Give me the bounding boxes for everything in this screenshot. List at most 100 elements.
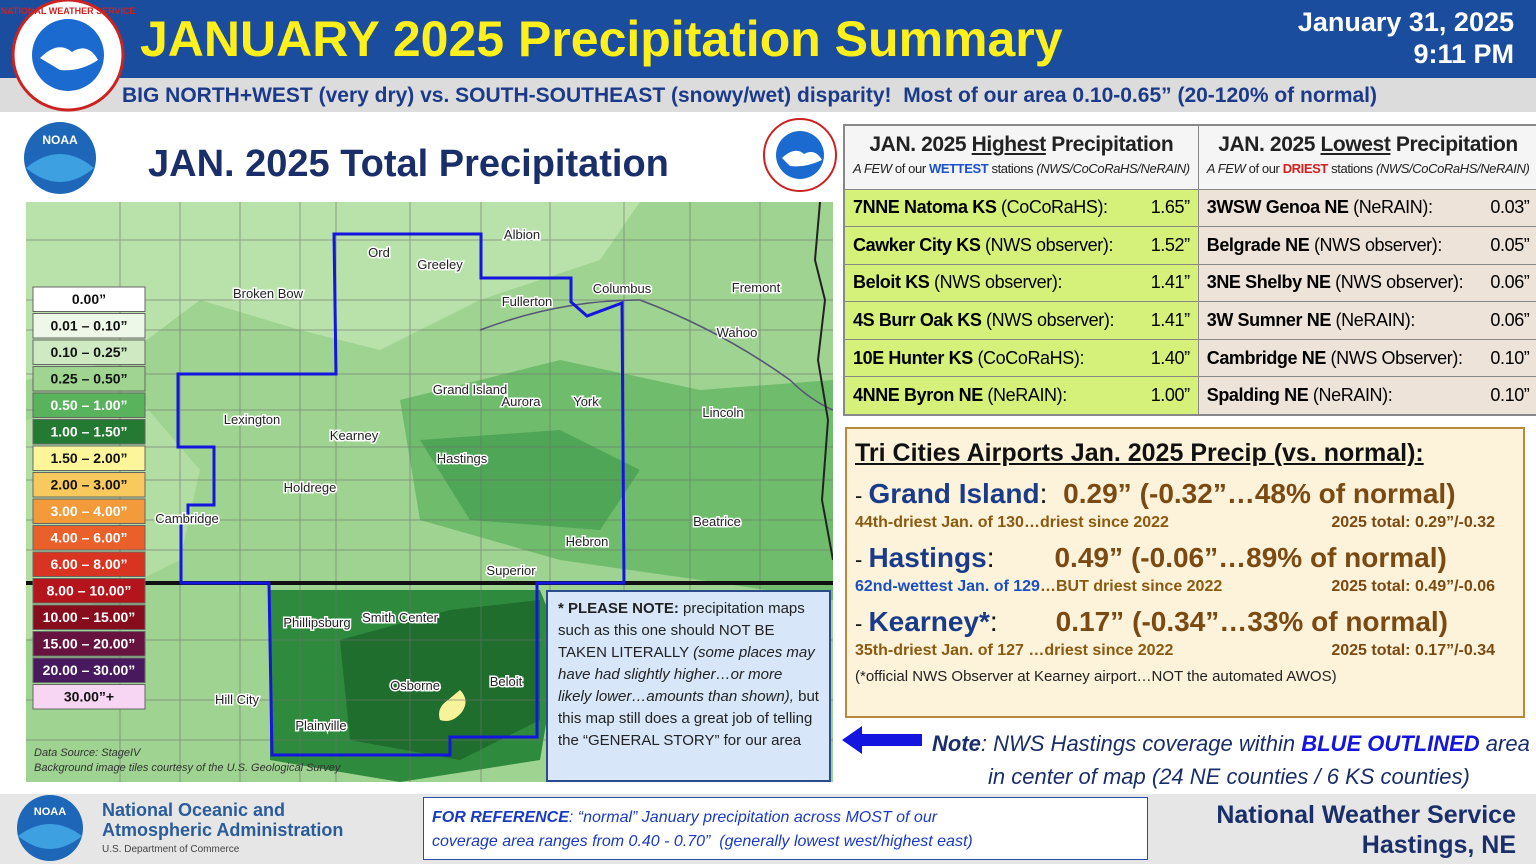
- airport-line: - Kearney*: 0.17” (-0.34”…33% of normal): [855, 606, 1515, 638]
- legend-swatch: [32, 392, 146, 418]
- city-label: York: [573, 394, 599, 409]
- city-label: Greeley: [417, 257, 463, 272]
- airport-detail: 62nd-wettest Jan. of 129…BUT driest sinc…: [855, 578, 1515, 596]
- station-cell: 3WSW Genoa NE (NeRAIN): 0.03”: [1197, 188, 1536, 228]
- city-label: Hill City: [215, 692, 260, 707]
- map-note: * PLEASE NOTE: precipitation maps such a…: [546, 590, 831, 782]
- station-value: 0.06”: [1490, 310, 1530, 331]
- legend-swatch: [32, 419, 146, 445]
- legend-label: 10.00 – 15.00”: [43, 609, 136, 625]
- city-label: Osborne: [390, 678, 440, 693]
- dash: -: [855, 547, 869, 572]
- table-row: 4NNE Byron NE (NeRAIN): 1.00” Spalding NE …: [843, 376, 1536, 416]
- legend-label: 0.50 – 1.00”: [50, 397, 127, 413]
- station-cell: Cawker City KS (NWS observer): 1.52”: [843, 226, 1199, 265]
- city-label: Hastings: [437, 451, 488, 466]
- footer-line: Atmospheric Administration: [102, 820, 344, 840]
- airport-name: Hastings: [868, 542, 987, 573]
- tri-title: Tri Cities Airports Jan. 2025 Precip (vs…: [855, 439, 1424, 467]
- city-label: Albion: [504, 227, 540, 242]
- city-label: Cambridge: [155, 511, 219, 526]
- sub-text: of our: [1245, 161, 1283, 177]
- noaa-name: National Oceanic and Atmospheric Administ…: [102, 800, 343, 860]
- legend-swatch: [32, 657, 146, 683]
- table-row: 4S Burr Oak KS (NWS observer): 1.41” 3W Su…: [843, 301, 1536, 340]
- station-source: (NWS observer):: [981, 310, 1115, 331]
- legend-swatch: [32, 578, 146, 604]
- city-label: Lincoln: [702, 405, 743, 420]
- noaa-logo-footer: NOAA: [17, 795, 83, 861]
- header-subtitle: A FEW of our DRIEST stations (NWS/CoCoRa…: [1207, 157, 1530, 181]
- footer-line: National Oceanic and: [102, 800, 286, 820]
- detail-left: 44th-driest Jan. of 130…driest since 202…: [855, 514, 1169, 532]
- station-value: 1.65”: [1150, 197, 1190, 218]
- station-value: 0.06”: [1490, 272, 1530, 293]
- station-value: 1.41”: [1150, 272, 1190, 293]
- station-source: (NWS observer):: [1309, 234, 1442, 255]
- reference-box: FOR REFERENCE: “normal” January precipit…: [423, 797, 1148, 860]
- station-name: 3W Sumner NE: [1206, 310, 1332, 331]
- detail-text: …BUT driest since 2022: [1039, 578, 1223, 595]
- header-title: JAN. 2025 Lowest Precipitation: [1207, 133, 1530, 157]
- station-cell: 3NE Shelby NE (NWS observer): 0.06”: [1197, 263, 1536, 303]
- legend-swatch: [32, 472, 146, 498]
- station-name: Cambridge NE: [1206, 347, 1327, 368]
- footer-line: National Weather Service: [1216, 801, 1516, 829]
- legend-label: 1.00 – 1.50”: [50, 424, 127, 440]
- legend-label: 30.00”+: [64, 689, 114, 705]
- footer-line: Hastings, NE: [1361, 831, 1516, 859]
- station-source: (CoCoRaHS):: [972, 347, 1085, 368]
- separator: :: [986, 542, 995, 573]
- station-name: 4S Burr Oak KS: [853, 310, 982, 331]
- station-source: (NWS observer):: [980, 234, 1114, 255]
- note-emphasis: BLUE OUTLINED: [1301, 731, 1480, 756]
- city-label: Fullerton: [502, 294, 553, 309]
- station-value: 1.00”: [1150, 385, 1190, 406]
- note-text: but this map still does a great job of t…: [558, 688, 819, 749]
- legend: 0.00” 0.01 – 0.10” 0.10 – 0.25” 0.25 – 0.50…: [32, 286, 146, 710]
- note-lead: * PLEASE NOTE:: [558, 600, 679, 617]
- station-source: (NeRAIN):: [1330, 310, 1416, 331]
- legend-label: 8.00 – 10.00”: [47, 583, 132, 599]
- table-row: Cawker City KS (NWS observer): 1.52” Belgr…: [843, 226, 1536, 265]
- station-source: (NWS Observer):: [1325, 347, 1463, 368]
- nws-logo: NATIONAL WEATHER SERVICE: [1, 0, 135, 112]
- detail-left: 35th-driest Jan. of 127 …driest since 20…: [855, 642, 1173, 660]
- legend-label: 0.00”: [72, 291, 106, 307]
- note-italic: (some places may have had slightly highe…: [558, 644, 815, 705]
- city-label: Beloit: [490, 674, 523, 689]
- legend-label: 1.50 – 2.00”: [50, 450, 127, 466]
- city-label: Wahoo: [717, 325, 758, 340]
- station-source: (NWS observer):: [929, 272, 1063, 293]
- reference-text: : “normal” January precipitation across …: [568, 809, 938, 826]
- legend-label: 2.00 – 3.00”: [50, 477, 127, 493]
- airport-line: - Grand Island: 0.29” (-0.32”…48% of norm…: [855, 478, 1515, 510]
- station-source: (NeRAIN):: [1348, 197, 1433, 218]
- station-name: 4NNE Byron NE: [853, 385, 983, 406]
- city-label: Ord: [368, 245, 390, 260]
- station-cell: 3W Sumner NE (NeRAIN): 0.06”: [1197, 301, 1536, 340]
- sub-emphasis: DRIEST: [1282, 161, 1329, 177]
- legend-label: 15.00 – 20.00”: [43, 636, 136, 652]
- city-label: Columbus: [593, 281, 652, 296]
- station-value: 1.52”: [1150, 234, 1190, 255]
- airport-line: - Hastings: 0.49” (-0.06”…89% of normal): [855, 542, 1515, 574]
- legend-label: 0.10 – 0.25”: [50, 344, 127, 360]
- station-name: Beloit KS: [853, 272, 930, 293]
- legend-swatch: [32, 551, 146, 577]
- legend-swatch: [32, 684, 146, 710]
- legend-swatch: [32, 445, 146, 471]
- airport-anomaly: (-0.32”…48% of normal): [1139, 478, 1456, 509]
- table-row: 7NNE Natoma KS (CoCoRaHS): 1.65” 3WSW Geno…: [843, 188, 1536, 228]
- table-row: 10E Hunter KS (CoCoRaHS): 1.40” Cambridge …: [843, 338, 1536, 378]
- sub-emphasis: WETTEST: [928, 161, 989, 177]
- airport-anomaly: (-0.34”…33% of normal): [1132, 606, 1448, 637]
- station-source: (NeRAIN):: [982, 385, 1067, 406]
- dash: -: [855, 483, 869, 508]
- header-text: Precipitation: [1390, 133, 1518, 157]
- city-label: Superior: [486, 563, 536, 578]
- station-cell: 10E Hunter KS (CoCoRaHS): 1.40”: [843, 338, 1199, 378]
- airport-name: Kearney*: [868, 606, 990, 637]
- station-value: 0.10”: [1490, 347, 1530, 368]
